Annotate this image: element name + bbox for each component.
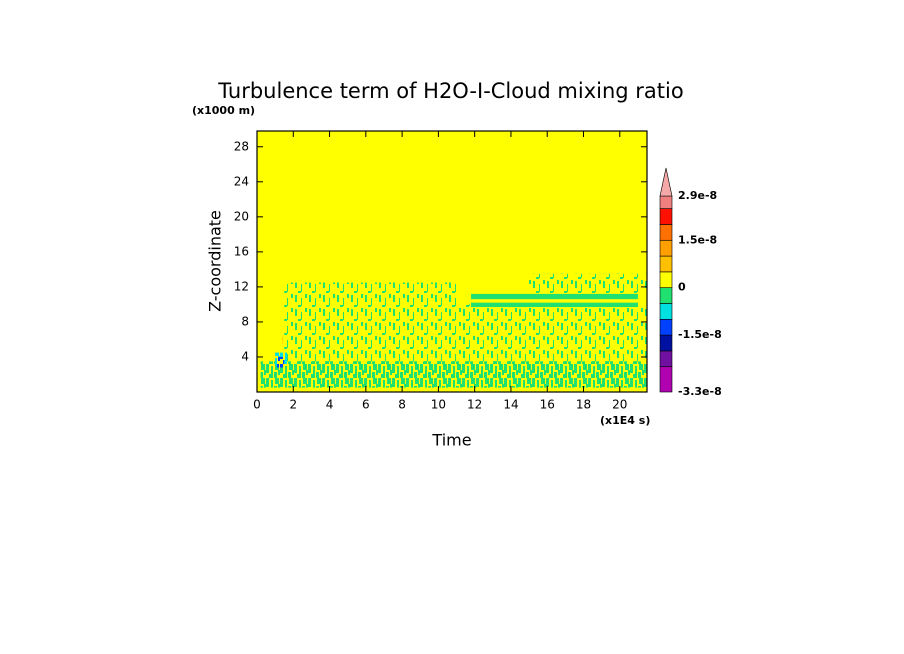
x-tick-label: 6 xyxy=(362,398,370,412)
colorbar-label: 0 xyxy=(678,281,686,294)
chart-title: Turbulence term of H2O-I-Cloud mixing ra… xyxy=(217,79,683,103)
x-unit: (x1E4 s) xyxy=(600,414,650,427)
y-unit: (x1000 m) xyxy=(192,104,255,117)
colorbar-label: -3.3e-8 xyxy=(678,385,722,398)
colorbar-box xyxy=(659,195,673,209)
x-tick-label: 18 xyxy=(576,398,591,412)
colorbar-box xyxy=(659,239,673,257)
x-tick-label: 14 xyxy=(503,398,518,412)
y-tick-label: 4 xyxy=(241,349,249,363)
y-tick-label: 12 xyxy=(234,279,249,293)
y-tick-label: 28 xyxy=(234,139,249,153)
colorbar-box xyxy=(659,224,673,241)
colorbar-label: 1.5e-8 xyxy=(678,233,717,246)
colorbar-box xyxy=(659,366,673,393)
contour-region xyxy=(282,335,287,344)
colorbar-label: 2.9e-8 xyxy=(678,189,717,202)
plot-frame xyxy=(256,130,648,393)
x-tick-label: 20 xyxy=(612,398,627,412)
contour-region xyxy=(471,302,638,308)
colorbar-box xyxy=(659,303,673,320)
colorbar-box xyxy=(659,318,673,336)
colorbar-label: -1.5e-8 xyxy=(678,328,722,341)
x-tick-label: 2 xyxy=(289,398,297,412)
colorbar-box xyxy=(659,287,673,304)
x-tick-label: 12 xyxy=(467,398,482,412)
x-tick-label: 8 xyxy=(398,398,406,412)
colorbar-box xyxy=(659,334,673,352)
contour-region xyxy=(529,273,647,294)
x-tick-label: 16 xyxy=(540,398,555,412)
y-axis-label: Z-coordinate xyxy=(206,210,225,312)
colorbar-box xyxy=(659,271,673,288)
y-tick-label: 16 xyxy=(234,244,249,258)
contour-region xyxy=(284,282,457,305)
colorbar-box xyxy=(659,350,673,368)
y-tick-label: 20 xyxy=(234,209,249,223)
contour-region xyxy=(471,293,638,300)
contour-region xyxy=(284,304,647,362)
colorbar-box xyxy=(659,255,673,273)
y-tick-label: 8 xyxy=(241,314,249,328)
x-tick-label: 0 xyxy=(253,398,261,412)
colorbar-extension xyxy=(659,167,673,197)
x-tick-label: 10 xyxy=(431,398,446,412)
contour-region xyxy=(276,356,285,368)
x-tick-label: 4 xyxy=(326,398,334,412)
x-axis-label: Time xyxy=(431,431,471,450)
colorbar-box xyxy=(659,208,673,225)
y-tick-label: 24 xyxy=(234,174,249,188)
contour-region xyxy=(260,361,647,388)
